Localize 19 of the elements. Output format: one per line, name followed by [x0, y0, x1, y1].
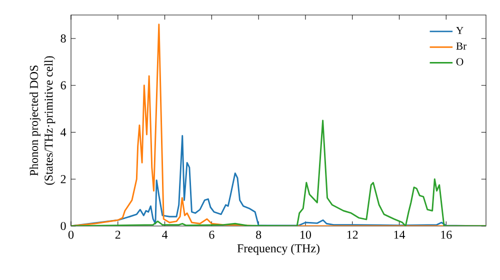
y-tick-label: 0	[60, 222, 66, 230]
y-axis-title: Phonon projected DOS (States/THz·primitive cell)	[30, 56, 56, 185]
x-tick-label: 14	[394, 230, 406, 239]
x-tick-label: 0	[68, 230, 74, 239]
x-tick-label: 12	[347, 230, 358, 239]
legend-label: Y	[456, 26, 464, 34]
x-tick-label: 2	[115, 230, 120, 239]
legend-label: O	[456, 58, 464, 66]
x-axis-title: Frequency (THz)	[237, 244, 320, 255]
x-tick-label: 16	[441, 230, 452, 239]
legend-label: Br	[456, 42, 467, 50]
y-tick-label: 8	[60, 34, 66, 43]
y-tick-label: 4	[60, 128, 66, 136]
x-tick-label: 8	[256, 230, 262, 239]
x-tick-label: 4	[162, 230, 168, 239]
x-tick-label: 6	[209, 230, 214, 239]
y-tick-label: 6	[60, 81, 66, 90]
x-tick-label: 10	[300, 230, 312, 239]
y-tick-label: 2	[60, 175, 66, 184]
